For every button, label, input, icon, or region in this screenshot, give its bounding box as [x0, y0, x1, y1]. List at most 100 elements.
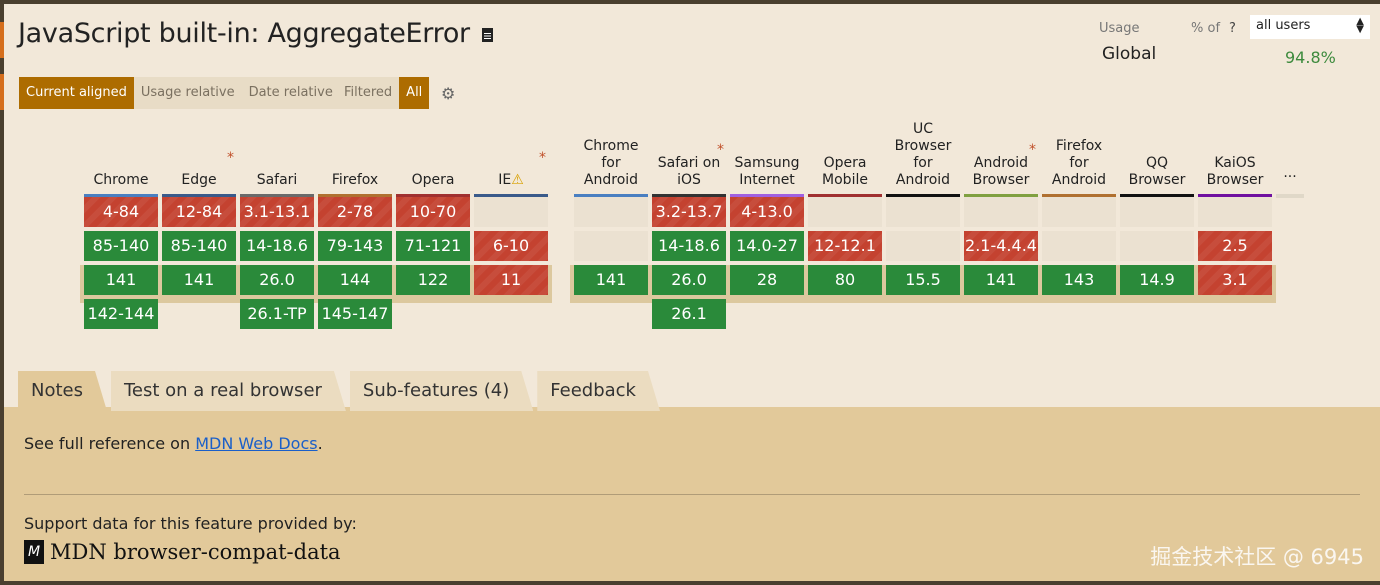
- support-cell[interactable]: 3.2-13.7: [652, 197, 726, 227]
- browser-name: IE ⚠ *: [474, 114, 548, 194]
- browser-name: Samsung Internet: [730, 114, 804, 194]
- help-link[interactable]: ?: [1229, 21, 1236, 36]
- support-cell[interactable]: 26.1: [652, 299, 726, 329]
- browser-color-bar: [396, 194, 470, 198]
- more-browsers[interactable]: ...: [1283, 165, 1297, 181]
- mdn-credit[interactable]: M MDN browser-compat-data: [24, 540, 341, 564]
- tab-sub-features[interactable]: Sub-features (4): [350, 371, 533, 411]
- select-value: all users: [1256, 18, 1311, 33]
- support-cell[interactable]: 141: [84, 265, 158, 295]
- support-cell[interactable]: 145-147: [318, 299, 392, 329]
- support-cell[interactable]: 14.0-27: [730, 231, 804, 261]
- support-cell[interactable]: 71-121: [396, 231, 470, 261]
- support-cell[interactable]: 14.9: [1120, 265, 1194, 295]
- support-cell[interactable]: 6-10: [474, 231, 548, 261]
- browser-name: Chrome for Android: [574, 114, 648, 194]
- page-title: JavaScript built-in: AggregateError: [18, 18, 493, 49]
- support-cell[interactable]: 12-84: [162, 197, 236, 227]
- browser-column: Edge * 12-84 85-140 141: [162, 114, 236, 295]
- support-cell[interactable]: 141: [574, 265, 648, 295]
- support-cell[interactable]: 2-78: [318, 197, 392, 227]
- title-text: JavaScript built-in: AggregateError: [18, 18, 470, 49]
- support-cell[interactable]: 3.1-13.1: [240, 197, 314, 227]
- browser-color-bar: [574, 194, 648, 198]
- support-cell[interactable]: [886, 231, 960, 261]
- support-cell[interactable]: 143: [1042, 265, 1116, 295]
- support-cell[interactable]: [886, 197, 960, 227]
- support-cell[interactable]: [574, 231, 648, 261]
- tab-test-real-browser[interactable]: Test on a real browser: [111, 371, 346, 411]
- support-cell[interactable]: [1042, 197, 1116, 227]
- browser-name-text: Chrome for Android: [583, 138, 639, 188]
- all-button[interactable]: All: [399, 77, 430, 109]
- support-cell[interactable]: 10-70: [396, 197, 470, 227]
- tab-notes[interactable]: Notes: [18, 371, 107, 411]
- region-label: Global: [1102, 44, 1157, 64]
- support-cell[interactable]: 2.5: [1198, 231, 1272, 261]
- support-cell[interactable]: [964, 197, 1038, 227]
- browser-column: Firefox for Android 143: [1042, 114, 1116, 295]
- document-icon[interactable]: [481, 27, 493, 42]
- browser-column: Firefox 2-78 79-143 144 145-147: [318, 114, 392, 329]
- browser-column: Chrome 4-84 85-140 141 142-144: [84, 114, 158, 329]
- accent-bar: [0, 74, 4, 110]
- filtered-button[interactable]: Filtered: [337, 77, 400, 109]
- support-cell[interactable]: 79-143: [318, 231, 392, 261]
- usage-relative-button[interactable]: Usage relative: [133, 77, 242, 109]
- select-arrows-icon: ▲ ▼: [1356, 16, 1364, 35]
- gear-icon[interactable]: ⚙: [441, 84, 456, 103]
- support-cell[interactable]: 80: [808, 265, 882, 295]
- support-cell[interactable]: 26.1-TP: [240, 299, 314, 329]
- support-cell[interactable]: [474, 197, 548, 227]
- support-cell[interactable]: 14-18.6: [240, 231, 314, 261]
- browser-name-text: UC Browser for Android: [894, 121, 952, 188]
- note-star-icon[interactable]: *: [227, 150, 234, 166]
- browser-name-text: Opera Mobile: [822, 155, 868, 188]
- support-cell[interactable]: 11: [474, 265, 548, 295]
- note-star-icon[interactable]: *: [539, 150, 546, 166]
- support-cell[interactable]: 26.0: [652, 265, 726, 295]
- browser-color-bar: [318, 194, 392, 198]
- tab-panel: See full reference on MDN Web Docs. Supp…: [4, 407, 1380, 581]
- warning-icon: ⚠: [511, 172, 524, 188]
- support-cell[interactable]: 4-84: [84, 197, 158, 227]
- note-star-icon[interactable]: *: [1029, 142, 1036, 158]
- support-cell[interactable]: 2.1-4.4.4: [964, 231, 1038, 261]
- support-cell[interactable]: [1120, 231, 1194, 261]
- browser-name: QQ Browser: [1120, 114, 1194, 194]
- tab-feedback[interactable]: Feedback: [537, 371, 660, 411]
- support-cell[interactable]: 4-13.0: [730, 197, 804, 227]
- support-cell[interactable]: [574, 197, 648, 227]
- support-cell[interactable]: 85-140: [162, 231, 236, 261]
- support-cell[interactable]: [808, 197, 882, 227]
- percent-of-label: % of: [1191, 21, 1221, 36]
- support-cell[interactable]: 144: [318, 265, 392, 295]
- browser-name-text: Android Browser: [972, 155, 1030, 188]
- mdn-link[interactable]: MDN Web Docs: [195, 434, 318, 453]
- browser-name-text: QQ Browser: [1128, 155, 1186, 188]
- support-cell[interactable]: 122: [396, 265, 470, 295]
- support-cell[interactable]: 14-18.6: [652, 231, 726, 261]
- watermark: 掘金技术社区 @ 6945: [1150, 545, 1364, 569]
- browser-name-text: Edge: [181, 172, 217, 188]
- browser-name-text: Firefox for Android: [1051, 138, 1107, 188]
- support-cell[interactable]: 12-12.1: [808, 231, 882, 261]
- support-cell[interactable]: 141: [964, 265, 1038, 295]
- support-cell[interactable]: 15.5: [886, 265, 960, 295]
- users-select[interactable]: all users ▲ ▼: [1250, 15, 1370, 39]
- support-cell[interactable]: 142-144: [84, 299, 158, 329]
- support-cell[interactable]: 26.0: [240, 265, 314, 295]
- date-relative-button[interactable]: Date relative: [241, 77, 340, 109]
- note-star-icon[interactable]: *: [717, 142, 724, 158]
- page: JavaScript built-in: AggregateError Curr…: [0, 4, 1380, 581]
- support-cell[interactable]: 141: [162, 265, 236, 295]
- support-cell[interactable]: [1198, 197, 1272, 227]
- more-browsers-column[interactable]: ...: [1276, 114, 1304, 198]
- support-cell[interactable]: 28: [730, 265, 804, 295]
- current-aligned-button[interactable]: Current aligned: [19, 77, 134, 109]
- notes-prefix: See full reference on: [24, 434, 196, 453]
- support-cell[interactable]: 3.1: [1198, 265, 1272, 295]
- support-cell[interactable]: 85-140: [84, 231, 158, 261]
- support-cell[interactable]: [1120, 197, 1194, 227]
- support-cell[interactable]: [1042, 231, 1116, 261]
